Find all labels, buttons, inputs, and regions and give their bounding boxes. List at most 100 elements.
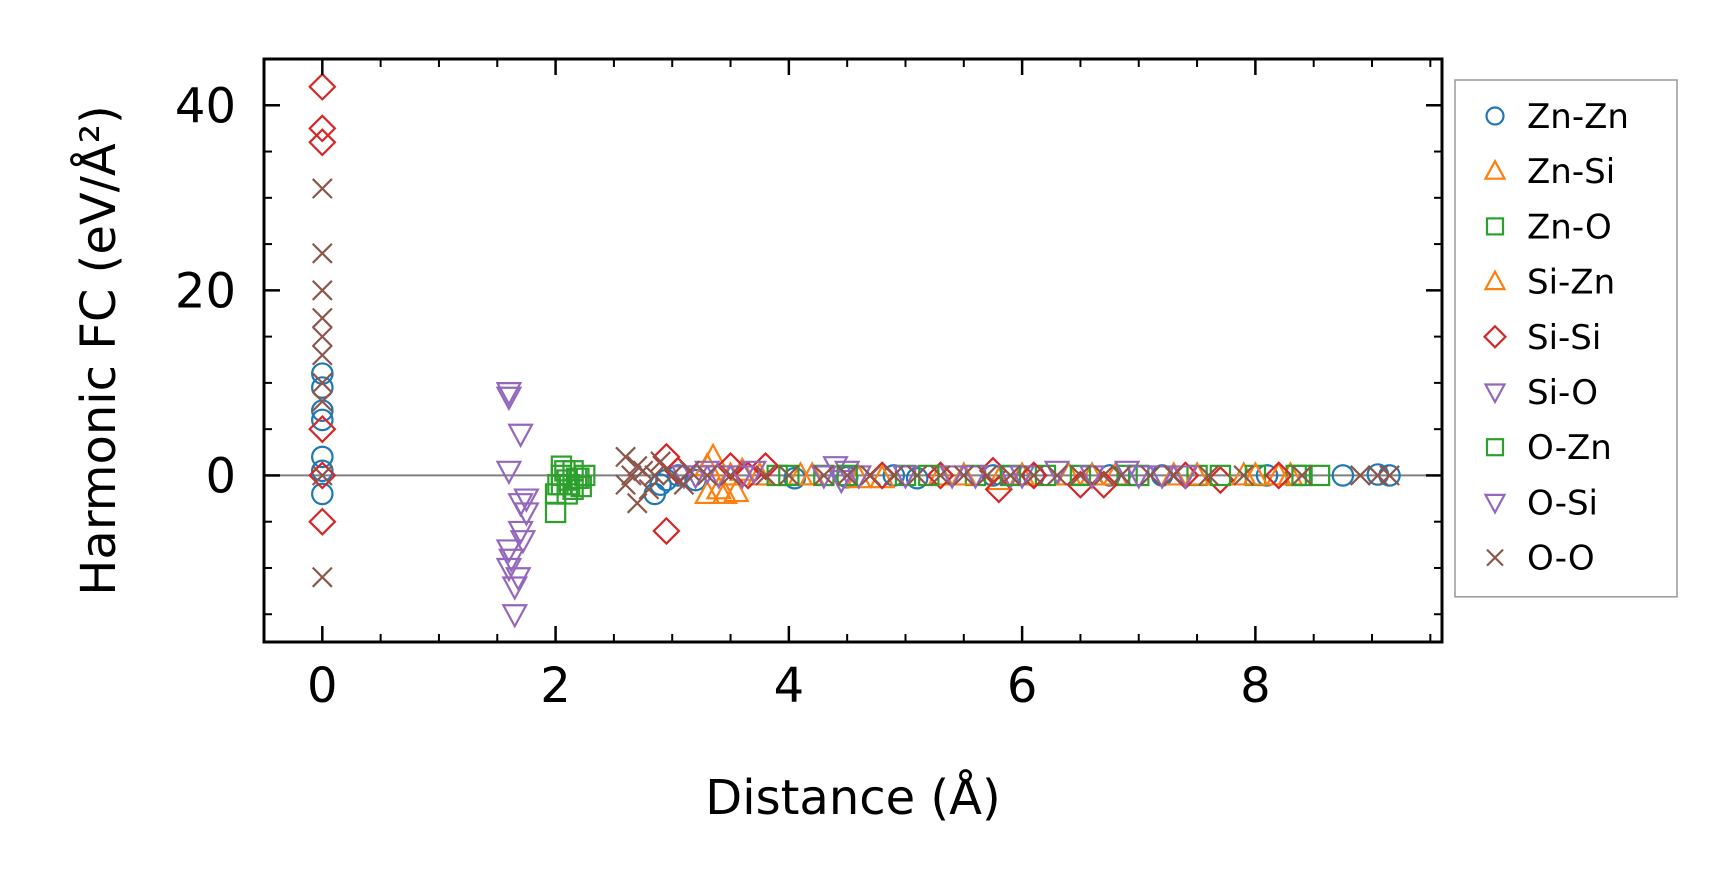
point-o-o bbox=[626, 492, 648, 514]
point-zn-zn bbox=[649, 473, 672, 496]
point-o-zn bbox=[1291, 464, 1313, 487]
legend-marker-o-o bbox=[1486, 548, 1504, 567]
point-o-o bbox=[813, 465, 835, 486]
point-si-o bbox=[1113, 460, 1141, 486]
point-o-o bbox=[1140, 465, 1161, 486]
legend-marker-si-si bbox=[1482, 324, 1508, 349]
point-si-si bbox=[1019, 461, 1048, 490]
point-si-zn bbox=[1242, 461, 1269, 486]
point-zn-zn bbox=[311, 408, 334, 432]
point-o-o bbox=[311, 178, 333, 199]
point-zn-si bbox=[927, 461, 954, 486]
point-si-si bbox=[308, 415, 337, 444]
legend-label-o-zn: O-Zn bbox=[1527, 428, 1612, 468]
point-si-o bbox=[1148, 465, 1176, 490]
point-si-o bbox=[845, 465, 873, 490]
legend-marker-si-o bbox=[1483, 383, 1507, 405]
point-zn-si bbox=[693, 479, 721, 505]
point-o-si bbox=[1125, 465, 1153, 490]
point-o-o bbox=[1379, 465, 1400, 486]
point-o-o bbox=[1070, 465, 1091, 486]
point-zn-zn bbox=[1331, 464, 1355, 487]
point-o-o bbox=[311, 307, 333, 329]
point-o-o bbox=[883, 465, 905, 486]
legend-label-zn-si: Zn-Si bbox=[1527, 152, 1615, 192]
point-si-si bbox=[1264, 461, 1293, 490]
point-o-o bbox=[311, 242, 333, 264]
point-o-o bbox=[311, 326, 333, 347]
point-o-si bbox=[1008, 465, 1036, 490]
point-si-o bbox=[495, 557, 523, 583]
point-o-o bbox=[1163, 465, 1185, 486]
point-si-si bbox=[308, 507, 337, 536]
point-o-si bbox=[892, 465, 919, 490]
point-zn-o bbox=[1308, 464, 1331, 487]
point-si-o bbox=[501, 604, 529, 629]
point-zn-o bbox=[544, 501, 567, 524]
point-si-zn bbox=[1183, 461, 1211, 486]
point-zn-zn bbox=[311, 482, 334, 506]
point-o-o bbox=[696, 465, 718, 486]
legend-marker-zn-si bbox=[1483, 158, 1507, 180]
point-o-o bbox=[755, 465, 776, 486]
point-si-o bbox=[495, 460, 523, 486]
point-o-o bbox=[1023, 465, 1045, 486]
point-si-o bbox=[938, 465, 966, 490]
point-o-o bbox=[311, 465, 333, 486]
point-o-zn bbox=[836, 464, 858, 487]
legend-label-si-si: Si-Si bbox=[1527, 318, 1601, 358]
point-o-o bbox=[1291, 465, 1313, 486]
legend-label-o-si: O-Si bbox=[1527, 483, 1598, 523]
point-o-o bbox=[1349, 465, 1371, 486]
point-o-o bbox=[644, 465, 666, 486]
point-o-o bbox=[311, 372, 333, 394]
point-o-o bbox=[311, 344, 333, 366]
point-si-si bbox=[308, 72, 337, 101]
point-zn-si bbox=[1160, 461, 1187, 486]
plot-area: 0 2 4 6 8 0 20 40 Distance (Å) Harmonic FC (eV/Å²… bbox=[70, 57, 1444, 826]
point-si-o bbox=[513, 488, 540, 513]
point-o-o bbox=[621, 465, 642, 486]
point-o-si bbox=[740, 460, 768, 486]
y-tick-label: 0 bbox=[205, 448, 236, 504]
point-si-o bbox=[507, 520, 534, 546]
point-si-si bbox=[652, 516, 681, 546]
point-o-o bbox=[311, 391, 333, 412]
point-si-o bbox=[1043, 460, 1071, 486]
point-zn-zn bbox=[311, 445, 334, 469]
point-si-si bbox=[716, 452, 745, 481]
point-o-o bbox=[650, 451, 671, 472]
point-o-si bbox=[810, 465, 838, 490]
point-zn-si bbox=[705, 475, 733, 500]
y-tick-label: 40 bbox=[175, 78, 236, 134]
x-tick-label: 8 bbox=[1240, 658, 1271, 714]
point-o-o bbox=[1233, 465, 1255, 486]
legend-label-o-o: O-O bbox=[1527, 539, 1595, 579]
point-o-o bbox=[311, 279, 333, 301]
point-si-o bbox=[495, 386, 523, 412]
legend-label-zn-zn: Zn-Zn bbox=[1527, 97, 1629, 137]
point-o-o bbox=[615, 474, 636, 496]
point-o-o bbox=[1198, 465, 1220, 486]
point-o-o bbox=[1110, 465, 1132, 486]
point-o-o bbox=[1046, 465, 1068, 486]
point-si-o bbox=[501, 576, 529, 601]
point-si-si bbox=[308, 461, 337, 490]
point-si-si bbox=[308, 114, 337, 143]
legend-marker-si-zn bbox=[1483, 269, 1507, 291]
point-si-zn bbox=[1265, 461, 1292, 486]
point-o-zn bbox=[570, 475, 592, 498]
legend: Zn-Zn Zn-Si Zn-O Si-Zn Si-Si Si-O O-Zn O-Si O-O bbox=[1454, 79, 1678, 598]
point-o-o bbox=[720, 465, 741, 486]
legend-label-si-o: Si-O bbox=[1527, 373, 1598, 413]
point-o-o bbox=[679, 460, 701, 482]
point-o-si bbox=[705, 465, 733, 490]
legend-marker-o-si bbox=[1483, 493, 1507, 515]
legend-marker-o-zn bbox=[1485, 438, 1505, 457]
legend-label-si-zn: Si-Zn bbox=[1527, 263, 1615, 303]
point-o-o bbox=[1000, 465, 1021, 486]
point-o-o bbox=[1093, 465, 1115, 486]
y-axis-title: Harmonic FC (eV/Å²) bbox=[70, 105, 127, 595]
point-o-si bbox=[1172, 465, 1199, 490]
